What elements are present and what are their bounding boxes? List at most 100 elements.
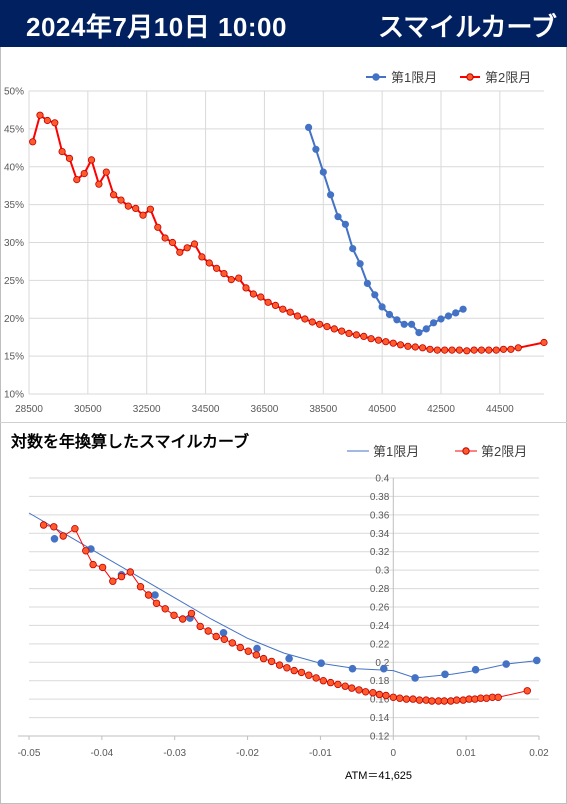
chart2-title: 対数を年換算したスマイルカーブ: [11, 434, 250, 451]
y-tick-label: 0.14: [370, 713, 390, 724]
data-point: [249, 290, 257, 298]
data-point: [168, 238, 177, 247]
data-point: [317, 659, 326, 667]
data-point: [301, 315, 309, 323]
data-point: [447, 697, 455, 705]
data-point: [426, 345, 434, 353]
x-tick-label: -0.01: [309, 748, 332, 759]
data-point: [154, 223, 162, 231]
data-point: [355, 686, 363, 694]
data-point: [494, 693, 502, 701]
data-point: [330, 325, 338, 333]
x-tick-label: 34500: [192, 404, 220, 415]
data-point: [452, 309, 460, 317]
data-point: [453, 696, 461, 704]
data-point: [385, 310, 394, 319]
data-point: [308, 318, 316, 326]
legend: 第1限月 第2限月: [347, 444, 527, 459]
data-point: [367, 335, 375, 343]
data-point: [220, 270, 228, 278]
data-point: [136, 582, 145, 591]
series-2: [29, 111, 548, 355]
x-tick-label: -0.04: [90, 748, 113, 759]
data-point: [482, 694, 491, 702]
data-point: [267, 657, 276, 666]
data-point: [36, 111, 44, 119]
legend-marker: [466, 73, 474, 81]
data-point: [348, 664, 357, 673]
y-tick-label: 0.34: [370, 529, 390, 540]
data-point: [338, 327, 346, 335]
data-point: [441, 346, 449, 354]
data-point: [50, 535, 59, 543]
data-point: [363, 279, 371, 287]
data-point: [144, 591, 153, 599]
data-point: [319, 677, 327, 685]
y-tick-label: 45%: [4, 124, 24, 135]
x-tick-label: 42500: [427, 404, 455, 415]
data-point: [59, 532, 67, 540]
data-point: [73, 176, 81, 184]
data-point: [297, 668, 306, 677]
y-tick-label: 0.12: [370, 732, 390, 743]
data-point: [411, 674, 419, 682]
data-point: [213, 264, 221, 272]
y-tick-label: 40%: [4, 162, 24, 173]
x-tick-label: 0: [391, 748, 397, 759]
data-point: [422, 325, 430, 333]
series-line: [307, 127, 464, 334]
data-point: [89, 560, 97, 569]
data-point: [428, 697, 436, 705]
data-point: [236, 643, 244, 652]
data-point: [352, 331, 360, 339]
x-tick-label: 0.01: [456, 748, 476, 759]
data-point: [271, 301, 280, 309]
data-point: [124, 202, 132, 210]
data-point: [183, 244, 191, 252]
data-point: [492, 346, 500, 354]
data-point: [259, 654, 268, 663]
data-point: [444, 312, 452, 320]
series-line: [31, 113, 545, 352]
data-point: [319, 168, 327, 176]
y-tick-label: 30%: [4, 238, 24, 249]
data-point: [459, 305, 467, 313]
x-tick-label: 28500: [15, 404, 43, 415]
data-point: [71, 524, 79, 533]
y-tick-label: 10%: [4, 390, 24, 401]
x-tick-label: 0.02: [529, 748, 549, 759]
data-point: [323, 322, 331, 331]
data-point: [244, 647, 252, 655]
data-point: [196, 622, 204, 631]
data-point: [485, 346, 493, 354]
data-point: [39, 521, 48, 529]
data-point: [315, 320, 324, 328]
y-tick-label: 20%: [4, 314, 24, 325]
section-divider: [0, 422, 567, 423]
y-tick-label: 0.38: [370, 492, 390, 503]
data-point: [502, 660, 511, 668]
data-point: [235, 274, 243, 282]
x-tick-label: -0.03: [163, 748, 186, 759]
x-tick-label: -0.05: [18, 748, 41, 759]
data-point: [80, 170, 88, 178]
data-point: [440, 697, 448, 705]
data-point: [369, 689, 377, 697]
data-point: [257, 293, 265, 301]
data-point: [326, 678, 335, 687]
annualized-log-smile-chart: -0.05 -0.04 -0.03 -0.02 -0.01 0 0.01 0.02 0.12 0.…: [18, 444, 550, 782]
data-point: [349, 245, 357, 253]
legend-marker: [462, 447, 470, 455]
y-tick-label: 0.22: [370, 639, 390, 650]
y-tick-label: 0.3: [375, 566, 389, 577]
series-1: [28, 512, 541, 682]
data-point: [132, 204, 140, 212]
data-point: [126, 568, 134, 576]
data-point: [286, 308, 294, 316]
data-point: [396, 341, 405, 349]
y-tick-label: 35%: [4, 200, 24, 211]
data-point: [463, 347, 471, 355]
y-tick-label: 0.32: [370, 547, 390, 558]
data-point: [400, 320, 408, 328]
data-point: [389, 339, 397, 347]
